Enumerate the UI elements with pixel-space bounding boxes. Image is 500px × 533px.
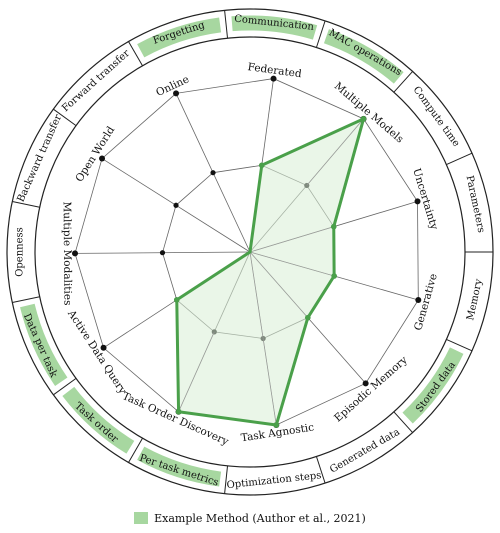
ring-separator bbox=[12, 296, 40, 304]
highlight-arc-communication bbox=[231, 15, 318, 40]
highlight-arc-per-task-metrics bbox=[137, 446, 222, 487]
method-spoke bbox=[249, 251, 335, 277]
axis-label-episodic-memory: Episodic Memory bbox=[332, 354, 410, 424]
axis-label-uncertainty: Uncertainty bbox=[410, 167, 440, 231]
axis-end-point-open-world bbox=[99, 155, 106, 162]
ring-separator bbox=[53, 108, 77, 127]
method-point-episodic-memory bbox=[305, 314, 311, 321]
axis-mid-point-online bbox=[210, 170, 216, 176]
axis-mid-point-open-world bbox=[173, 202, 179, 208]
ring-separator bbox=[224, 465, 229, 494]
method-point-uncertainty bbox=[330, 223, 337, 230]
ring-separator bbox=[128, 41, 143, 67]
ring-label-task-order: Task order bbox=[72, 401, 120, 446]
ring-label-compute-time: Compute time bbox=[411, 85, 462, 150]
method-point-multiple-models bbox=[360, 116, 367, 122]
axis-label-multiple-modalities: Multiple Modalities bbox=[61, 201, 74, 305]
ring-separator bbox=[224, 10, 229, 39]
ring-separator bbox=[315, 456, 326, 484]
axis-end-point-generative bbox=[415, 296, 422, 303]
ring-separator bbox=[393, 411, 413, 433]
ring-label-openness: Openness bbox=[15, 227, 26, 277]
ring-separator bbox=[12, 200, 40, 208]
legend-swatch bbox=[134, 512, 149, 524]
ring-separator bbox=[393, 71, 413, 93]
method-spoke bbox=[249, 226, 334, 253]
highlight-arc-forgetting bbox=[137, 17, 222, 58]
axis-end-point-uncertainty bbox=[414, 198, 421, 205]
ring-separator bbox=[53, 377, 77, 396]
axis-end-point-federated bbox=[270, 75, 277, 82]
method-area bbox=[176, 118, 364, 426]
axis-label-online: Online bbox=[154, 73, 191, 99]
axis-label-open-world: Open World bbox=[73, 124, 117, 184]
axis-end-point-multiple-modalities bbox=[72, 250, 79, 257]
ring-label-forward-transfer: Forward transfer bbox=[60, 48, 132, 114]
method-point-task-agnostic bbox=[273, 422, 280, 428]
method-spoke bbox=[249, 251, 277, 426]
method-point-active-data-query bbox=[173, 297, 180, 303]
ring-separator bbox=[446, 152, 473, 166]
highlight-arc-task-order bbox=[62, 386, 135, 454]
grid-ring-outer bbox=[74, 78, 419, 426]
method-spoke bbox=[249, 251, 309, 318]
ring-separator bbox=[446, 338, 473, 352]
legend-label: Example Method (Author et al., 2021) bbox=[154, 511, 366, 525]
axis-end-point-online bbox=[173, 90, 180, 97]
method-point-task-order-discovery bbox=[175, 408, 182, 415]
method-point-federated bbox=[258, 162, 265, 169]
ring-separator bbox=[315, 20, 326, 48]
highlight-arc-stored-data bbox=[402, 347, 464, 424]
method-point-generative bbox=[331, 273, 337, 279]
axis-end-point-episodic-memory bbox=[362, 380, 369, 387]
legend: Example Method (Author et al., 2021) bbox=[0, 508, 500, 528]
method-outline bbox=[175, 117, 366, 427]
ring-separator bbox=[128, 437, 143, 463]
method-spoke bbox=[306, 118, 364, 186]
axis-end-point-active-data-query bbox=[100, 344, 107, 351]
method-layer bbox=[173, 116, 367, 428]
axis-mid-point-multiple-modalities bbox=[159, 250, 166, 256]
highlight-arc-data-per-task bbox=[20, 303, 68, 386]
ring-label-data-per-task: Data per task bbox=[21, 312, 59, 380]
ring-label-memory: Memory bbox=[465, 278, 485, 322]
axis-label-active-data-query: Active Data Query bbox=[65, 307, 129, 396]
highlight-arc-mac-operations bbox=[323, 29, 404, 84]
method-spoke bbox=[178, 331, 215, 412]
